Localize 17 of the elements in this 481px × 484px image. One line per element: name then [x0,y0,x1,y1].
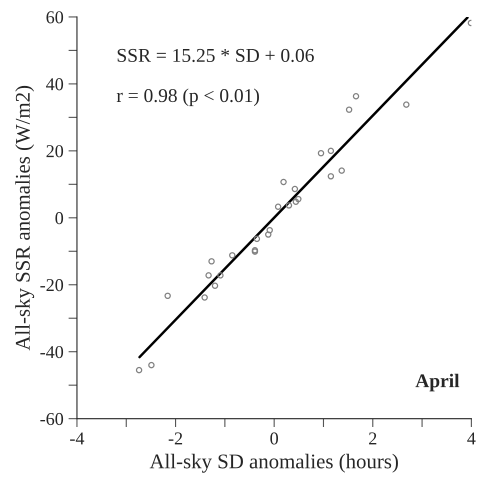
x-axis-title: All-sky SD anomalies (hours) [150,454,398,473]
annotation: r = 0.98 (p < 0.01) [116,88,259,106]
y-axis-title: All-sky SSR anomalies (W/m2) [15,86,34,350]
x-tick-label: 4 [467,432,476,444]
annotation: SSR = 15.25 * SD + 0.06 [118,48,314,62]
y-tick-label: 20 [46,145,64,158]
y-tick-label: 60 [46,11,64,24]
y-tick-label: -20 [40,279,64,292]
y-tick-label: 40 [46,78,64,90]
y-tick-label: -40 [40,346,64,358]
y-tick-label: -60 [40,412,64,426]
y-tick-label: 0 [55,212,64,224]
x-tick-label: 2 [369,432,376,444]
x-tick-label: 0 [270,432,278,445]
x-tick-label: -2 [168,432,182,444]
annotation: April [415,374,460,392]
x-tick-label: -4 [70,432,84,444]
